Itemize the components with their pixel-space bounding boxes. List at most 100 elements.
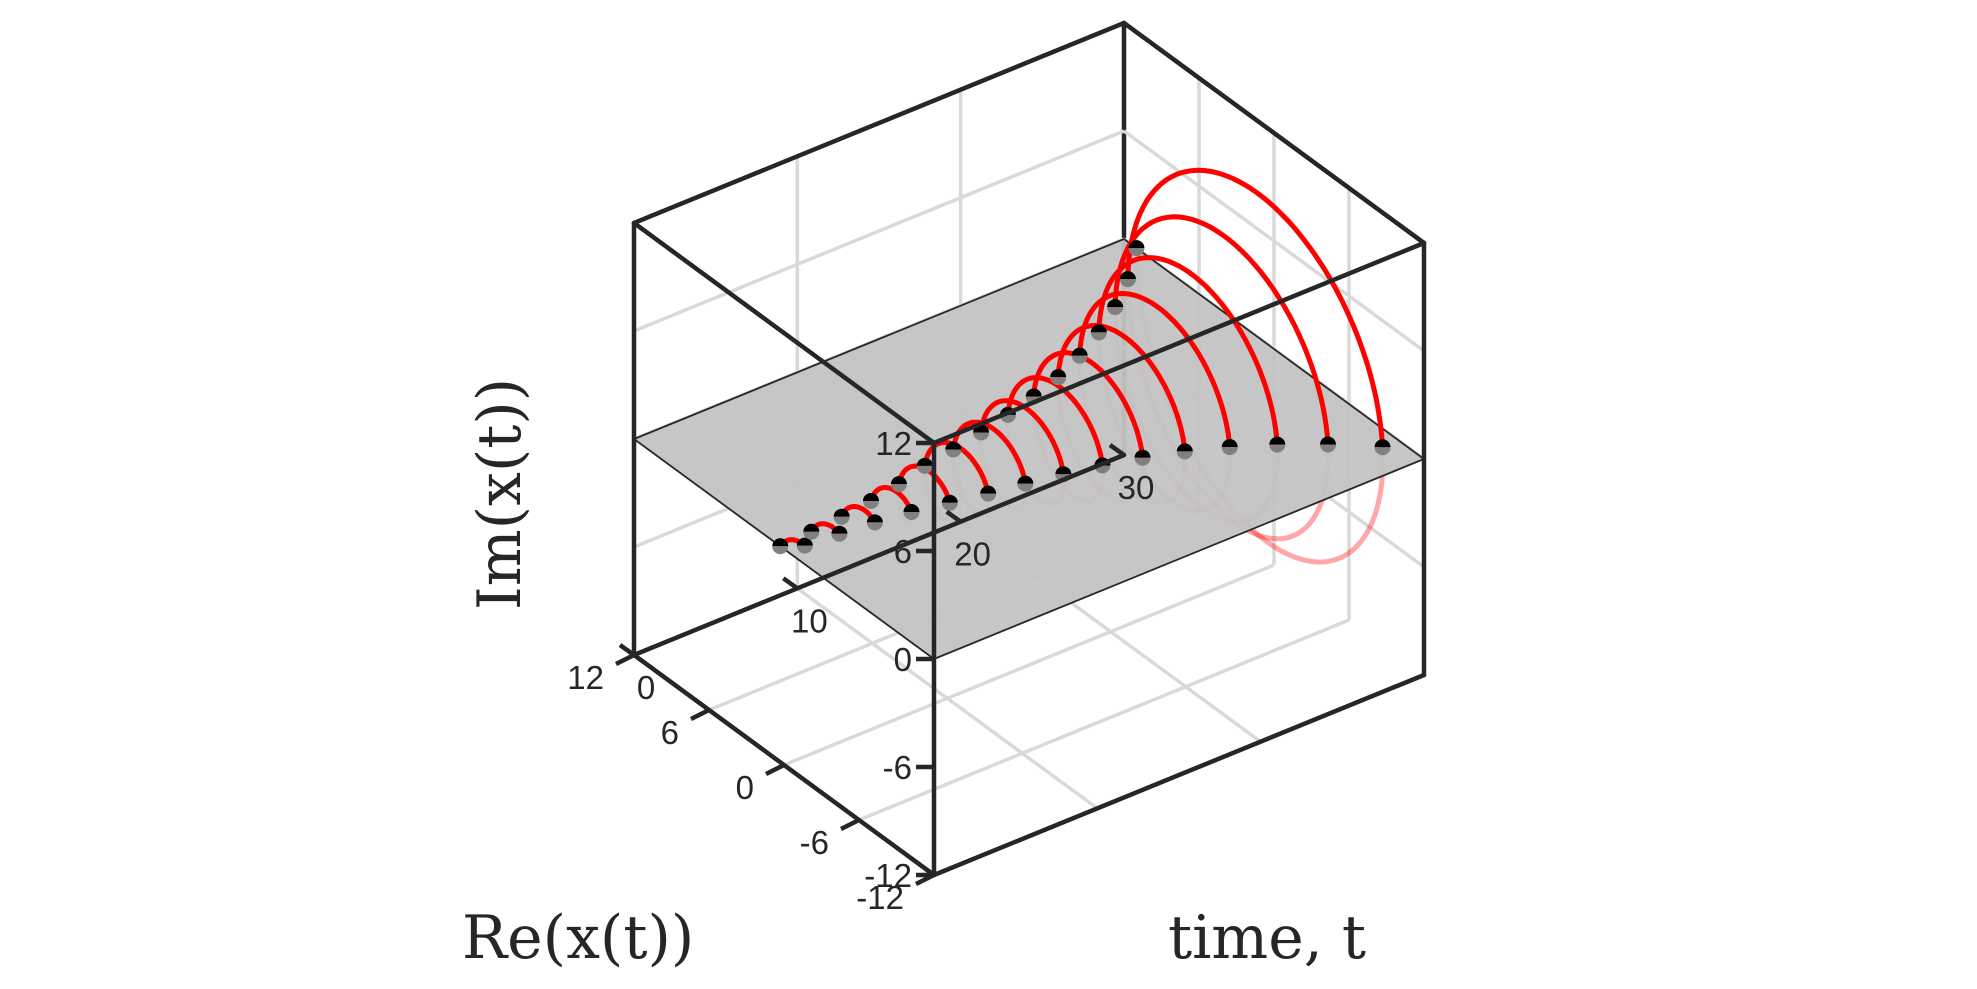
time-tick [782, 576, 799, 591]
sample-marker-bottom [1050, 377, 1067, 386]
sample-marker-bottom [831, 533, 848, 542]
sample-marker-bottom [916, 465, 933, 474]
re-tick [689, 707, 711, 722]
sample-marker-top [1128, 240, 1145, 249]
grid-line-back-im [1122, 129, 1426, 353]
grid-line-floor-re [783, 563, 1275, 767]
re-tick-label: -6 [800, 824, 829, 861]
sample-marker-top [1055, 466, 1072, 475]
re-tick [614, 652, 636, 667]
sample-marker-top [941, 494, 958, 503]
sample-marker-top [1025, 388, 1042, 397]
grid-line-floor-time [796, 586, 1099, 810]
re-tick [839, 817, 861, 832]
im-tick-label: 12 [875, 425, 912, 462]
sample-marker-top [1071, 347, 1088, 356]
sample-marker-top [1374, 439, 1391, 448]
sample-marker-top [980, 485, 997, 494]
sample-marker-bottom [1374, 447, 1391, 456]
sample-marker-bottom [973, 432, 990, 441]
sample-marker-top [945, 441, 962, 450]
sample-marker-top [1134, 449, 1151, 458]
sample-marker-bottom [796, 545, 813, 554]
grid-line-floor-re [858, 618, 1350, 822]
re-tick-label: 12 [567, 659, 604, 696]
sample-marker-top [803, 523, 820, 532]
sample-marker-bottom [890, 484, 907, 493]
sample-marker-top [863, 492, 880, 501]
sample-marker-bottom [980, 493, 997, 502]
sample-marker-top [1050, 369, 1067, 378]
trajectory-arc-above [1055, 323, 1188, 454]
trajectory-arc-above [978, 398, 1066, 477]
im-tick-label: 0 [894, 641, 912, 678]
box-edge [631, 452, 1127, 658]
sample-marker-bottom [863, 500, 880, 509]
box-edge [931, 240, 1427, 446]
sample-marker-bottom [1090, 332, 1107, 341]
im-zero-plane-surface [632, 237, 1426, 661]
sample-marker-top [796, 537, 813, 546]
sample-marker-bottom [1119, 279, 1136, 288]
time-tick-label: 30 [1118, 469, 1155, 506]
sample-marker-top [1221, 439, 1238, 448]
im-zero-plane [632, 237, 1426, 661]
box-edge [631, 20, 1127, 226]
sample-marker-bottom [1071, 355, 1088, 364]
time-tick-label: 20 [954, 536, 991, 573]
z-axis-label: Im(x(t)) [465, 378, 535, 610]
time-tick [945, 509, 962, 524]
tick-marks [614, 440, 1126, 887]
front-box-edges [631, 20, 1427, 878]
box-edge [631, 220, 937, 446]
sample-marker-bottom [833, 516, 850, 525]
sample-marker-bottom [1134, 457, 1151, 466]
re-tick [764, 762, 786, 777]
sample-marker-top [890, 476, 907, 485]
box-edge [931, 672, 1427, 878]
sample-marker-top [772, 538, 789, 547]
sample-marker-bottom [999, 414, 1016, 423]
sample-marker-top [831, 525, 848, 534]
sample-marker-bottom [866, 522, 883, 531]
sample-marker-top [1119, 271, 1136, 280]
sample-marker-top [1017, 475, 1034, 484]
im-tick-label: -12 [864, 857, 912, 894]
sample-marker-bottom [1107, 307, 1124, 316]
sample-markers [772, 240, 1391, 555]
trajectory-arc-above [868, 485, 914, 515]
sample-marker-top [1107, 299, 1124, 308]
sample-marker-top [1269, 436, 1286, 445]
x-axis-label: Re(x(t)) [462, 903, 694, 973]
sample-marker-bottom [903, 511, 920, 520]
sample-marker-top [1090, 324, 1107, 333]
im-tick-label: -6 [883, 749, 912, 786]
grid-line-side-im [633, 129, 1125, 333]
re-tick-label: 0 [736, 769, 754, 806]
sample-marker-bottom [772, 546, 789, 555]
sample-marker-bottom [1128, 248, 1145, 257]
time-tick-label: 10 [791, 602, 828, 639]
sample-marker-bottom [941, 502, 958, 511]
sample-marker-top [916, 457, 933, 466]
sample-marker-bottom [803, 531, 820, 540]
sample-marker-top [903, 503, 920, 512]
box-edge [1121, 20, 1427, 246]
trajectory-arc-above [1077, 290, 1233, 450]
time-tick [618, 643, 636, 657]
sample-marker-bottom [1320, 444, 1337, 453]
sample-marker-bottom [945, 449, 962, 458]
sample-marker-bottom [1269, 444, 1286, 453]
sample-marker-bottom [1017, 483, 1034, 492]
sample-marker-top [866, 514, 883, 523]
trajectory-arc-above [1125, 167, 1385, 450]
sample-marker-top [1176, 443, 1193, 452]
y-axis-label: time, t [1168, 903, 1366, 973]
time-tick [1108, 443, 1126, 457]
trajectory-arc-above [1096, 255, 1280, 448]
re-tick-label: -12 [856, 879, 904, 916]
im-tick-label: 6 [894, 533, 912, 570]
sample-marker-bottom [1221, 447, 1238, 456]
